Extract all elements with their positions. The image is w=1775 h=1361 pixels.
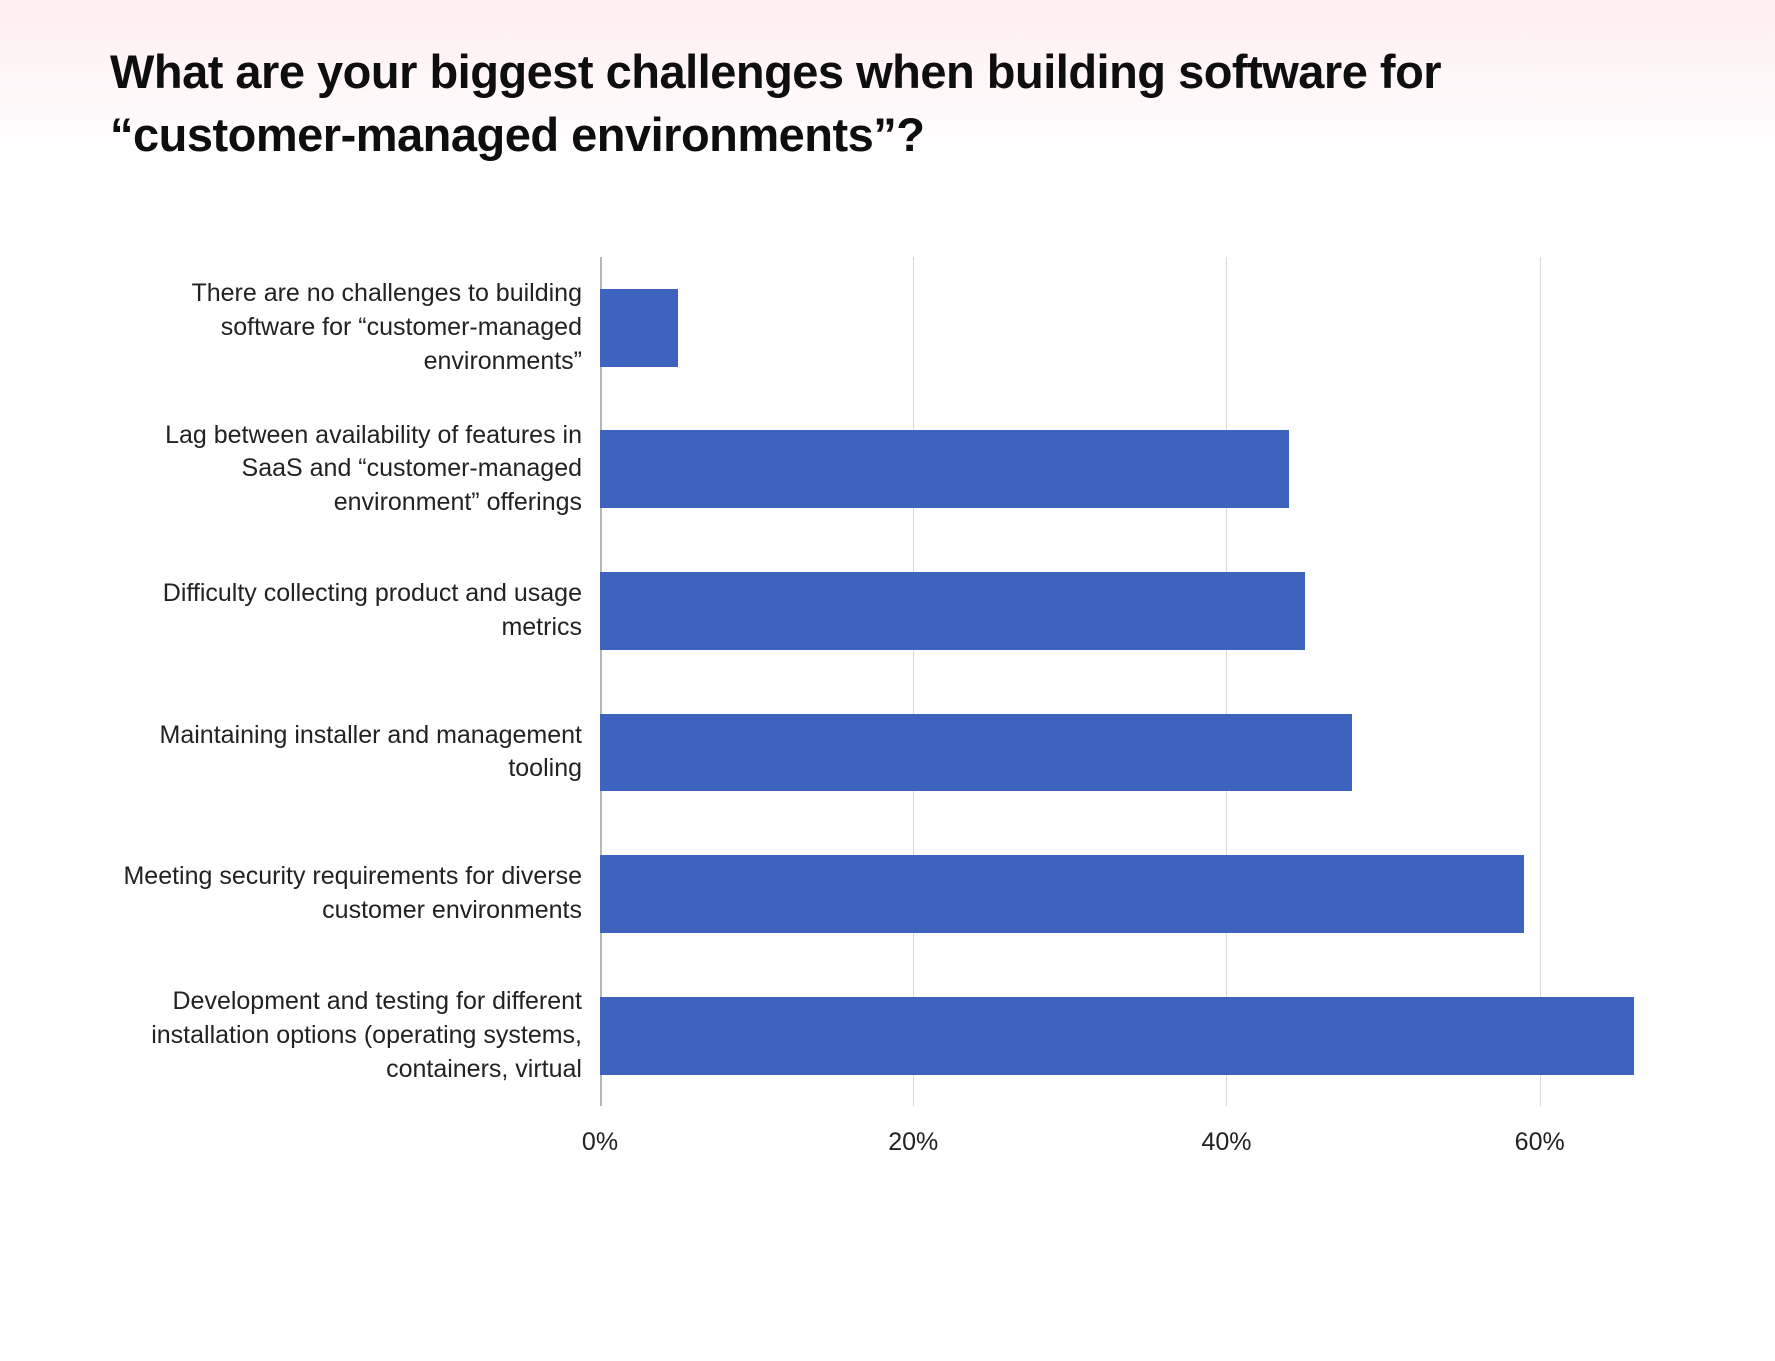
x-axis: 0% 20% 40% 60% bbox=[110, 1116, 1665, 1166]
category-label: Meeting security requirements for divers… bbox=[110, 823, 600, 965]
bar-row bbox=[600, 257, 1665, 399]
bar-row bbox=[600, 398, 1665, 540]
bar-row bbox=[600, 682, 1665, 824]
gridline bbox=[913, 257, 914, 1107]
gridline bbox=[1226, 257, 1227, 1107]
category-label: Lag between availability of features in … bbox=[110, 398, 600, 540]
category-label: There are no challenges to building soft… bbox=[110, 257, 600, 399]
x-tick-label: 0% bbox=[582, 1128, 618, 1157]
y-axis-labels: There are no challenges to building soft… bbox=[110, 257, 600, 1107]
bar bbox=[600, 430, 1289, 508]
plot-area bbox=[600, 257, 1665, 1107]
x-axis-spacer bbox=[110, 1116, 600, 1166]
bar bbox=[600, 714, 1352, 792]
gridline bbox=[1540, 257, 1541, 1107]
bar-row bbox=[600, 540, 1665, 682]
x-tick-label: 60% bbox=[1515, 1128, 1565, 1157]
bar bbox=[600, 572, 1305, 650]
bar bbox=[600, 855, 1524, 933]
x-tick-label: 40% bbox=[1201, 1128, 1251, 1157]
bar bbox=[600, 289, 678, 367]
x-tick-label: 20% bbox=[888, 1128, 938, 1157]
plot-column bbox=[600, 257, 1665, 1107]
bar-row bbox=[600, 823, 1665, 965]
category-label: Development and testing for different in… bbox=[110, 965, 600, 1107]
chart-container: What are your biggest challenges when bu… bbox=[0, 0, 1775, 1166]
bar bbox=[600, 997, 1634, 1075]
bars-group bbox=[600, 257, 1665, 1107]
chart-title: What are your biggest challenges when bu… bbox=[110, 40, 1665, 167]
chart-body: There are no challenges to building soft… bbox=[110, 257, 1665, 1107]
x-axis-ticks: 0%20%40%60% bbox=[600, 1116, 1665, 1166]
category-label: Difficulty collecting product and usage … bbox=[110, 540, 600, 682]
category-label: Maintaining installer and management too… bbox=[110, 682, 600, 824]
bar-row bbox=[600, 965, 1665, 1107]
y-axis-line bbox=[600, 257, 602, 1107]
